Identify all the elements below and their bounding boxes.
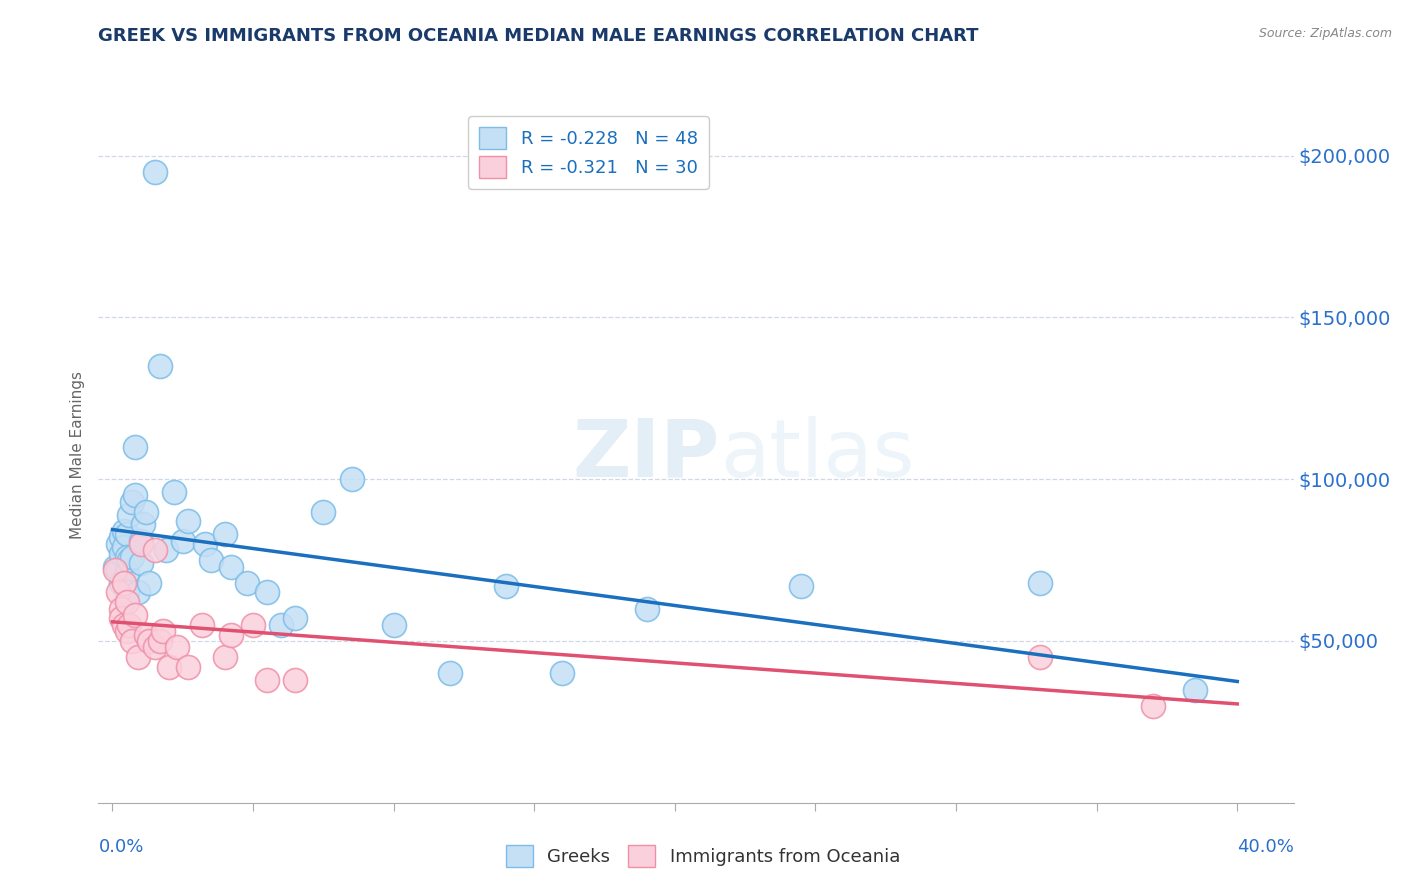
- Point: [284, 611, 307, 625]
- Point: [177, 514, 200, 528]
- Point: [242, 617, 264, 632]
- Point: [143, 165, 166, 179]
- Point: [124, 440, 146, 454]
- Point: [138, 575, 160, 590]
- Point: [121, 634, 143, 648]
- Point: [104, 563, 127, 577]
- Point: [340, 472, 363, 486]
- Point: [200, 553, 222, 567]
- Point: [256, 673, 278, 687]
- Point: [636, 601, 658, 615]
- Text: Source: ZipAtlas.com: Source: ZipAtlas.com: [1258, 27, 1392, 40]
- Point: [129, 533, 152, 548]
- Point: [127, 585, 149, 599]
- Text: ZIP: ZIP: [572, 416, 720, 494]
- Point: [115, 624, 138, 639]
- Point: [110, 547, 132, 561]
- Point: [191, 617, 214, 632]
- Point: [163, 485, 186, 500]
- Point: [382, 617, 405, 632]
- Point: [172, 533, 194, 548]
- Point: [284, 673, 307, 687]
- Point: [112, 540, 135, 554]
- Point: [551, 666, 574, 681]
- Point: [115, 527, 138, 541]
- Point: [312, 504, 335, 518]
- Text: atlas: atlas: [720, 416, 914, 494]
- Point: [214, 527, 236, 541]
- Point: [1029, 650, 1052, 665]
- Point: [121, 495, 143, 509]
- Point: [110, 531, 132, 545]
- Point: [129, 537, 152, 551]
- Point: [214, 650, 236, 665]
- Point: [155, 543, 177, 558]
- Point: [110, 611, 132, 625]
- Point: [121, 549, 143, 564]
- Point: [112, 617, 135, 632]
- Point: [135, 627, 157, 641]
- Point: [129, 557, 152, 571]
- Legend: R = -0.228   N = 48, R = -0.321   N = 30: R = -0.228 N = 48, R = -0.321 N = 30: [468, 116, 709, 189]
- Point: [149, 634, 172, 648]
- Point: [138, 634, 160, 648]
- Point: [219, 559, 242, 574]
- Y-axis label: Median Male Earnings: Median Male Earnings: [70, 371, 86, 539]
- Point: [110, 575, 132, 590]
- Point: [256, 585, 278, 599]
- Point: [118, 508, 141, 522]
- Point: [115, 585, 138, 599]
- Point: [790, 579, 813, 593]
- Point: [152, 624, 174, 639]
- Point: [143, 640, 166, 655]
- Point: [166, 640, 188, 655]
- Point: [124, 488, 146, 502]
- Point: [112, 575, 135, 590]
- Text: 40.0%: 40.0%: [1237, 838, 1294, 856]
- Point: [157, 660, 180, 674]
- Point: [118, 553, 141, 567]
- Point: [177, 660, 200, 674]
- Point: [124, 608, 146, 623]
- Point: [236, 575, 259, 590]
- Point: [439, 666, 461, 681]
- Point: [1029, 575, 1052, 590]
- Point: [115, 566, 138, 580]
- Point: [104, 559, 127, 574]
- Point: [115, 595, 138, 609]
- Point: [135, 504, 157, 518]
- Point: [219, 627, 242, 641]
- Point: [143, 543, 166, 558]
- Point: [112, 524, 135, 538]
- Point: [194, 537, 217, 551]
- Point: [149, 359, 172, 373]
- Text: GREEK VS IMMIGRANTS FROM OCEANIA MEDIAN MALE EARNINGS CORRELATION CHART: GREEK VS IMMIGRANTS FROM OCEANIA MEDIAN …: [98, 27, 979, 45]
- Point: [1142, 698, 1164, 713]
- Legend: Greeks, Immigrants from Oceania: Greeks, Immigrants from Oceania: [499, 838, 907, 874]
- Point: [107, 563, 129, 577]
- Point: [1184, 682, 1206, 697]
- Point: [495, 579, 517, 593]
- Point: [110, 601, 132, 615]
- Point: [118, 617, 141, 632]
- Point: [115, 549, 138, 564]
- Point: [107, 585, 129, 599]
- Point: [132, 517, 155, 532]
- Point: [270, 617, 292, 632]
- Point: [107, 537, 129, 551]
- Point: [127, 650, 149, 665]
- Text: 0.0%: 0.0%: [98, 838, 143, 856]
